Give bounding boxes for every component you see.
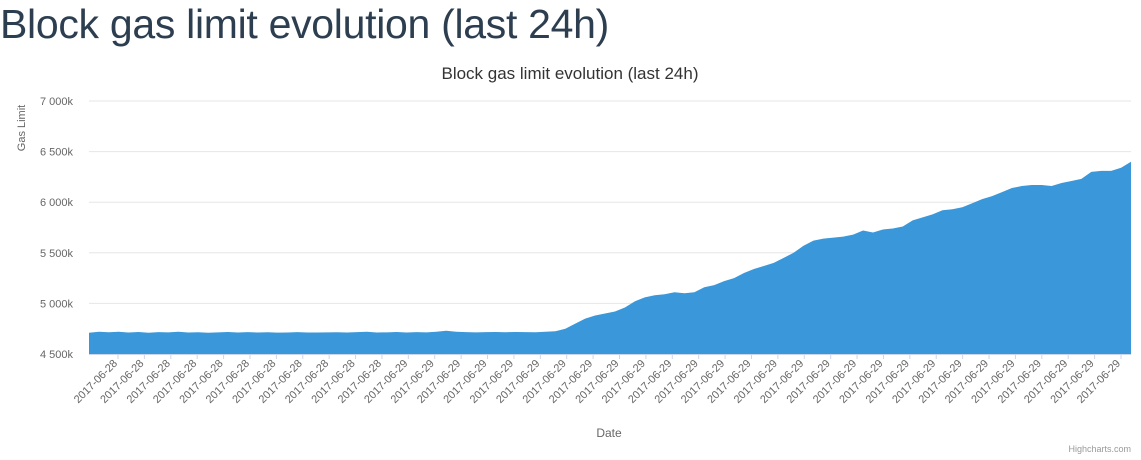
chart-credits: Highcharts.com: [1068, 444, 1131, 454]
y-tick-label: 4 500k: [40, 349, 74, 361]
y-tick-label: 5 500k: [40, 248, 74, 260]
page-title: Block gas limit evolution (last 24h): [0, 1, 610, 47]
y-axis-title: Gas Limit: [16, 105, 28, 151]
x-axis-title: Date: [596, 426, 622, 440]
area-chart: Block gas limit evolution (last 24h) 4 5…: [0, 56, 1141, 460]
y-tick-label: 7 000k: [40, 96, 74, 108]
chart-title: Block gas limit evolution (last 24h): [441, 64, 698, 83]
y-axis-ticks: 4 500k 5 000k 5 500k 6 000k 6 500k 7 000k: [40, 96, 74, 361]
y-tick-label: 6 500k: [40, 147, 74, 159]
y-tick-label: 6 000k: [40, 197, 74, 209]
series-area: [89, 161, 1131, 354]
y-tick-label: 5 000k: [40, 298, 74, 310]
